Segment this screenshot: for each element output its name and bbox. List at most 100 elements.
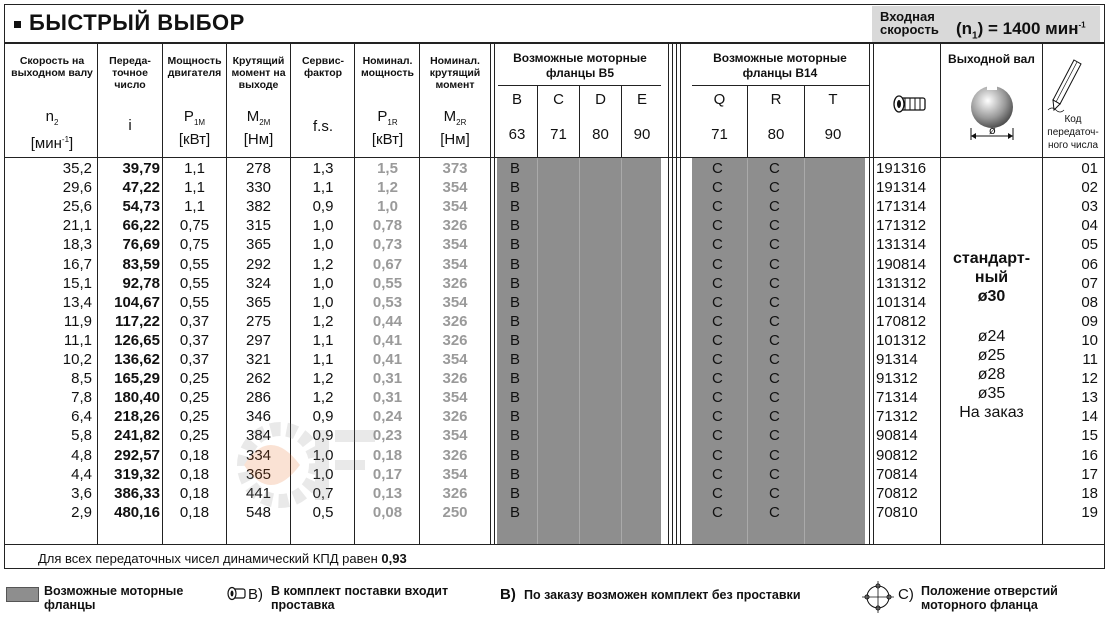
cell-fs: 1,0 — [312, 217, 334, 235]
cell-n2: 8,5 — [71, 370, 92, 388]
cell-r: C — [769, 446, 780, 464]
cell-i: 480,16 — [114, 503, 160, 521]
cell-b5: B — [510, 198, 521, 216]
cell-m2m: 297 — [245, 331, 272, 349]
cell-r: C — [769, 331, 780, 349]
input-speed-label: Входная скорость — [880, 9, 939, 37]
b14-grey-column — [692, 158, 865, 544]
cell-r: C — [769, 389, 780, 407]
cell-art: 131314 — [876, 236, 927, 254]
cell-i: 76,69 — [122, 236, 160, 254]
cell-p1m: 0,37 — [179, 351, 210, 368]
cell-p1r: 0,18 — [372, 446, 403, 464]
cell-art: 190814 — [876, 255, 927, 273]
legend-spacer-included: В комплект поставки входит проставка — [271, 584, 449, 612]
page-title: БЫСТРЫЙ ВЫБОР — [14, 10, 245, 36]
shaft-standard-label: стандарт-ный ø30 — [952, 250, 1031, 305]
header-output-shaft: Выходной вал — [948, 52, 1035, 66]
cell-p1m: 1,1 — [184, 198, 205, 216]
cell-m2r: 326 — [442, 217, 468, 235]
cell-r: C — [769, 351, 780, 368]
b5-letter-d: D — [595, 91, 606, 108]
cell-r: C — [769, 293, 780, 311]
symbol-m2r: M2R [Нм] — [440, 108, 470, 148]
cell-p1m: 0,18 — [179, 484, 210, 502]
cell-b5: B — [510, 331, 521, 349]
cell-n2: 13,4 — [62, 293, 92, 311]
cell-n2: 6,4 — [71, 408, 92, 426]
cell-n2: 29,6 — [62, 179, 92, 197]
cell-p1m: 0,25 — [179, 408, 210, 426]
cell-b5: B — [510, 446, 521, 464]
cell-p1m: 1,1 — [184, 179, 205, 197]
cell-m2r: 354 — [442, 389, 468, 407]
svg-text:ø: ø — [989, 124, 996, 137]
cell-b5: B — [510, 503, 521, 521]
cell-art: 131312 — [876, 274, 927, 292]
shaft-option-25: ø25 — [977, 347, 1006, 364]
cell-art: 71314 — [876, 389, 918, 407]
b5-size-90: 90 — [633, 126, 651, 143]
cell-m2m: 441 — [245, 484, 272, 502]
input-speed-value: (n1) = 1400 мин-1 — [956, 19, 1086, 42]
cell-m2m: 321 — [245, 351, 272, 368]
cell-m2m: 334 — [227, 447, 290, 464]
cell-fs: 0,9 — [312, 408, 334, 426]
cell-r: C — [769, 408, 780, 426]
cell-q: C — [712, 484, 723, 502]
cell-art: 101312 — [876, 331, 927, 349]
cell-i: 39,79 — [122, 160, 160, 177]
cell-n2: 11,1 — [63, 331, 92, 349]
cell-b5: B — [510, 370, 521, 388]
cell-r: C — [769, 255, 780, 273]
b5-size-71: 71 — [550, 126, 567, 143]
cell-n2: 2,9 — [71, 503, 92, 521]
cell-q: C — [712, 503, 723, 521]
legend-b2-prefix: B) — [500, 586, 516, 603]
cell-i: 319,32 — [114, 465, 160, 483]
cell-m2m: 548 — [245, 503, 272, 521]
cell-m2m: 384 — [245, 427, 272, 445]
cell-r: C — [769, 484, 780, 502]
cell-i: 180,40 — [114, 389, 160, 407]
cell-p1r: 0,08 — [372, 503, 403, 521]
cell-b5: B — [510, 351, 521, 368]
cell-code: 10 — [1081, 331, 1098, 349]
cell-i: 165,29 — [114, 370, 160, 388]
cell-b5: B — [510, 408, 521, 426]
cell-p1m: 0,18 — [179, 446, 210, 464]
cell-m2m: 262 — [245, 370, 272, 388]
cell-b5: B — [510, 389, 521, 407]
cell-code: 09 — [1081, 312, 1098, 330]
cell-art: 101314 — [876, 293, 927, 311]
cell-p1r: 0,41 — [372, 331, 403, 349]
cell-p1m: 0,18 — [179, 465, 210, 483]
cell-b5: B — [510, 484, 521, 502]
cell-fs: 1,2 — [312, 312, 334, 330]
cell-b5: B — [510, 255, 521, 273]
cell-b5: B — [510, 427, 521, 445]
symbol-m2m: M2M [Нм] — [243, 108, 274, 148]
cell-n2: 11,9 — [63, 312, 92, 330]
cell-code: 14 — [1081, 408, 1098, 426]
shaft-option-24: ø24 — [977, 328, 1006, 345]
cell-i: 104,67 — [114, 293, 160, 311]
cell-b5: B — [510, 179, 521, 197]
cell-b5: B — [510, 274, 521, 292]
cell-fs: 1,0 — [292, 466, 354, 483]
cell-code: 08 — [1081, 293, 1098, 311]
cell-b5: B — [510, 160, 521, 177]
cell-fs: 1,3 — [312, 160, 334, 177]
watermark-logo — [237, 422, 375, 508]
cell-fs: 1,0 — [312, 274, 334, 292]
cell-r: C — [769, 370, 780, 388]
cell-n2: 21,1 — [62, 217, 92, 235]
cell-i: 117,22 — [114, 312, 160, 330]
b14-letter-t: T — [828, 91, 838, 108]
cell-code: 15 — [1081, 427, 1098, 445]
header-nominal-power: Номинал. мощность — [361, 55, 414, 79]
cell-m2m: 315 — [245, 217, 272, 235]
cell-p1r: 0,31 — [372, 370, 403, 388]
spacer-shaft-icon — [893, 95, 926, 113]
cell-code: 16 — [1081, 446, 1098, 464]
